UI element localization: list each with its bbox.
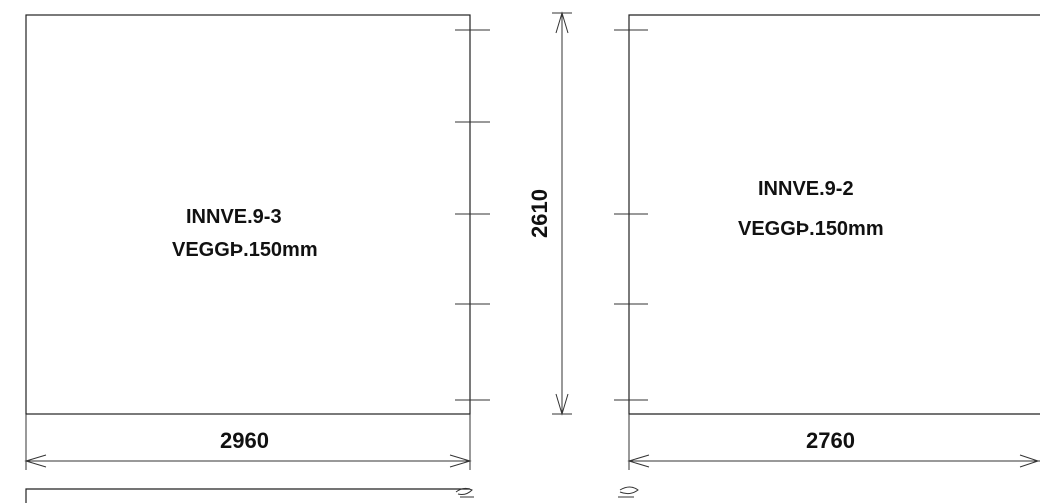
- left-dim-arrow-end: [449, 454, 472, 468]
- right-panel-name: INNVE.9-2: [758, 178, 854, 200]
- height-dimension: 2610: [527, 11, 572, 416]
- lower-panels-partial: [25, 486, 639, 503]
- left-panel-spec: VEGGÞ.150mm: [172, 239, 318, 261]
- lower-left-marker-icon: [455, 487, 474, 498]
- right-panel-spec: VEGGÞ.150mm: [738, 218, 884, 240]
- left-wall-panel: INNVE.9-3 VEGGÞ.150mm: [25, 14, 490, 415]
- left-panel-ticks: [455, 29, 490, 401]
- lower-left-panel-edge: [25, 488, 470, 503]
- left-width-value: 2960: [220, 428, 269, 453]
- right-dim-arrow-start: [627, 454, 650, 468]
- right-panel-ticks: [614, 29, 648, 401]
- right-dim-arrow-end: [1019, 454, 1040, 468]
- left-width-dimension: 2960: [24, 414, 472, 470]
- right-width-dimension: 2760: [627, 414, 1040, 470]
- height-value: 2610: [527, 189, 552, 238]
- lower-right-marker-icon: [618, 486, 639, 498]
- right-panel-outline: [628, 14, 1040, 415]
- left-panel-name: INNVE.9-3: [186, 206, 282, 228]
- left-dim-arrow-start: [24, 454, 47, 468]
- right-wall-panel: INNVE.9-2 VEGGÞ.150mm: [614, 14, 1040, 415]
- right-width-value: 2760: [806, 428, 855, 453]
